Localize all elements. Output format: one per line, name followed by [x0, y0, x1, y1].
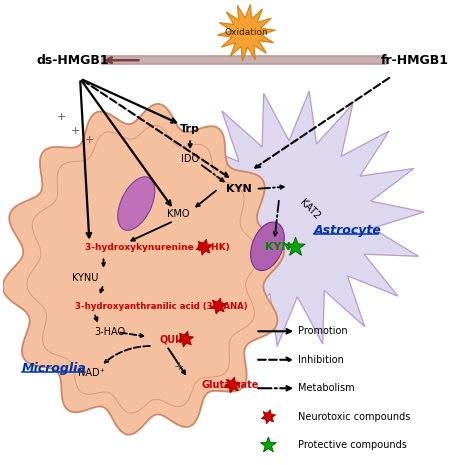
Text: Metabolism: Metabolism [298, 383, 355, 393]
Text: NAD⁺: NAD⁺ [78, 368, 105, 378]
Ellipse shape [251, 222, 284, 271]
Text: 3-hydroxykynurenine (3-HK): 3-hydroxykynurenine (3-HK) [85, 243, 229, 252]
Text: Promotion: Promotion [298, 326, 347, 336]
Text: Trp: Trp [180, 124, 200, 134]
Text: +: + [57, 112, 66, 122]
Text: +: + [71, 126, 80, 136]
Text: fr-HMGB1: fr-HMGB1 [381, 54, 449, 66]
Text: +: + [85, 135, 94, 145]
Polygon shape [261, 410, 275, 424]
Polygon shape [224, 377, 240, 393]
Polygon shape [196, 239, 212, 255]
Text: KYNA: KYNA [265, 242, 300, 252]
Text: ds-HMGB1: ds-HMGB1 [36, 54, 109, 66]
Polygon shape [210, 298, 227, 314]
Polygon shape [286, 237, 305, 255]
Text: IDO: IDO [181, 154, 199, 164]
Text: KAT2: KAT2 [298, 198, 322, 222]
Text: Microglia: Microglia [21, 361, 86, 374]
Polygon shape [162, 91, 424, 346]
Polygon shape [260, 437, 276, 452]
Polygon shape [3, 104, 284, 435]
Text: KYNU: KYNU [73, 272, 99, 283]
Text: Inhibition: Inhibition [298, 355, 344, 365]
Text: Astrocyte: Astrocyte [314, 224, 382, 237]
Text: Oxidation: Oxidation [225, 28, 268, 37]
Text: +: + [173, 360, 184, 373]
Text: Glutamate: Glutamate [202, 380, 259, 390]
Text: KYN: KYN [227, 184, 252, 194]
Polygon shape [177, 331, 193, 347]
Text: KMO: KMO [167, 209, 190, 219]
Text: Neurotoxic compounds: Neurotoxic compounds [298, 412, 410, 422]
Text: QUIN: QUIN [160, 334, 187, 344]
Text: Protective compounds: Protective compounds [298, 440, 407, 450]
Polygon shape [218, 5, 275, 61]
Text: 3-HAO: 3-HAO [94, 327, 125, 337]
Ellipse shape [118, 177, 155, 230]
Text: 3-hydroxyanthranilic acid (3-HANA): 3-hydroxyanthranilic acid (3-HANA) [75, 301, 248, 311]
